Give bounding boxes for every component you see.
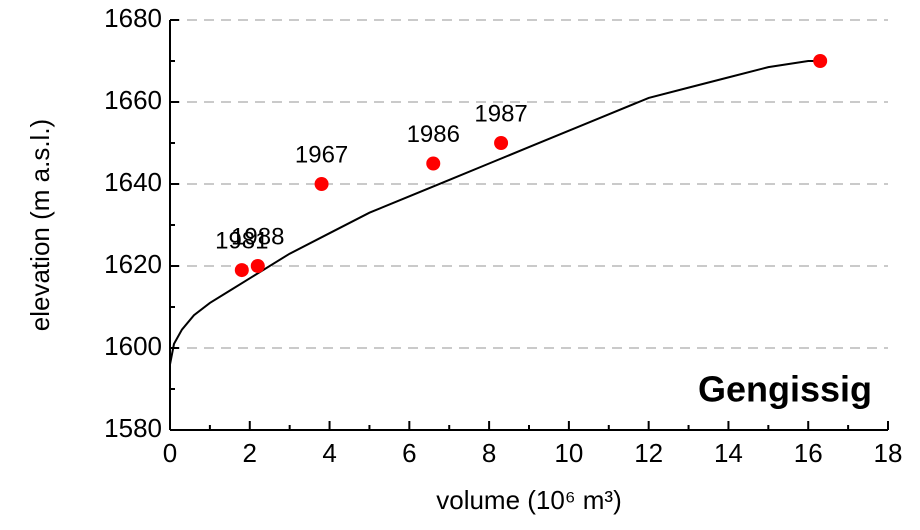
- x-tick-label: 6: [402, 438, 416, 468]
- point-label: 1988: [231, 223, 284, 250]
- point-label: 1981: [215, 227, 268, 254]
- x-tick-label: 8: [482, 438, 496, 468]
- x-tick-label: 4: [322, 438, 336, 468]
- point-label: 1967: [295, 141, 348, 168]
- x-tick-label: 0: [163, 438, 177, 468]
- point-label: 1987: [474, 100, 527, 127]
- y-tick-label: 1580: [104, 413, 162, 443]
- data-point: [234, 263, 249, 278]
- y-axis-label: elevation (m a.s.l.): [25, 119, 55, 331]
- y-tick-label: 1620: [104, 249, 162, 279]
- fit-curve: [169, 60, 821, 365]
- y-tick-label: 1640: [104, 167, 162, 197]
- annotation: Gengissig: [698, 369, 872, 410]
- point-label: 1986: [407, 121, 460, 148]
- x-axis-label: volume (10⁶ m³): [436, 485, 622, 515]
- x-tick-label: 16: [794, 438, 823, 468]
- data-point: [314, 177, 329, 191]
- x-tick-label: 14: [714, 438, 743, 468]
- data-point: [813, 54, 828, 68]
- y-tick-label: 1680: [104, 3, 162, 33]
- x-tick-label: 10: [554, 438, 583, 468]
- data-point: [426, 156, 441, 171]
- x-tick-label: 18: [874, 438, 903, 468]
- x-tick-label: 12: [634, 438, 663, 468]
- y-tick-label: 1660: [104, 85, 162, 115]
- x-tick-label: 2: [243, 438, 257, 468]
- data-point: [250, 259, 265, 273]
- data-point: [494, 136, 509, 150]
- y-tick-label: 1600: [104, 331, 162, 361]
